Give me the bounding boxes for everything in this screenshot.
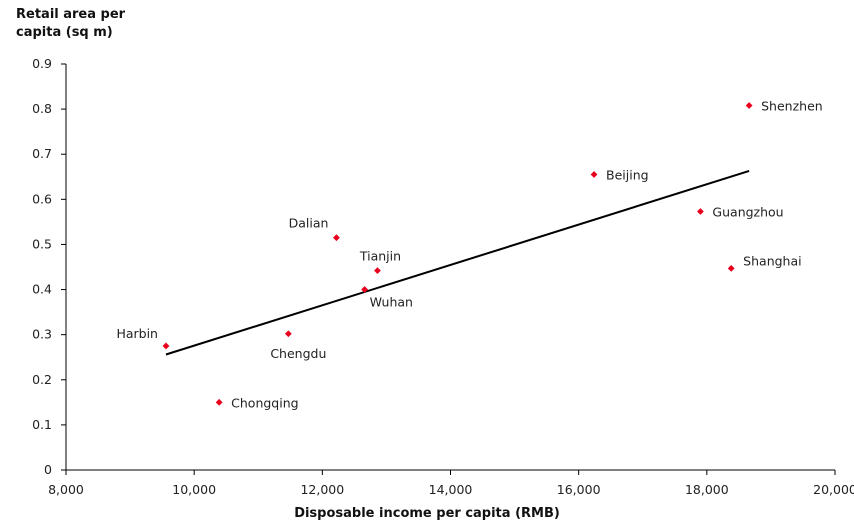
y-tick-label: 0.7 bbox=[32, 146, 52, 161]
x-tick-label: 20,000 bbox=[813, 482, 854, 497]
data-point bbox=[727, 264, 735, 272]
data-point-label: Wuhan bbox=[370, 295, 413, 310]
x-tick-label: 16,000 bbox=[557, 482, 601, 497]
y-tick-label: 0.4 bbox=[32, 282, 52, 297]
y-axis-title-line-2: capita (sq m) bbox=[16, 25, 113, 40]
x-axis-title: Disposable income per capita (RMB) bbox=[294, 506, 560, 521]
y-tick-label: 0.2 bbox=[32, 372, 52, 387]
x-tick-label: 14,000 bbox=[429, 482, 473, 497]
data-point-label: Harbin bbox=[116, 326, 158, 341]
data-point bbox=[745, 102, 753, 109]
data-point-label: Beijing bbox=[606, 168, 649, 183]
trendline bbox=[165, 169, 750, 356]
data-point bbox=[697, 208, 704, 215]
data-point-label: Chengdu bbox=[270, 346, 326, 361]
y-axis-title: Retail area per capita (sq m) bbox=[16, 6, 125, 42]
data-point bbox=[333, 234, 340, 242]
y-axis-title-line-1: Retail area per bbox=[16, 7, 126, 22]
x-tick-label: 18,000 bbox=[685, 482, 729, 497]
data-point-label: Chongqing bbox=[231, 395, 298, 410]
x-tick-label: 12,000 bbox=[300, 482, 344, 497]
data-point-label: Tianjin bbox=[359, 249, 401, 264]
y-tick-label: 0.9 bbox=[32, 56, 52, 71]
x-tick-label: 10,000 bbox=[172, 482, 216, 497]
y-tick-label: 0.8 bbox=[32, 101, 52, 116]
data-point bbox=[361, 286, 369, 293]
y-tick-label: 0.3 bbox=[32, 327, 52, 342]
y-tick-label: 0.1 bbox=[32, 417, 52, 432]
data-point bbox=[374, 267, 381, 275]
data-point-label: Shanghai bbox=[743, 253, 801, 268]
y-tick-label: 0.6 bbox=[32, 191, 52, 206]
data-point-label: Dalian bbox=[289, 216, 329, 231]
y-tick-label: 0.5 bbox=[32, 236, 52, 251]
x-tick-label: 8,000 bbox=[48, 482, 84, 497]
data-point bbox=[162, 342, 170, 350]
data-point bbox=[284, 330, 292, 338]
data-point-label: Shenzhen bbox=[761, 99, 823, 114]
data-point-label: Guangzhou bbox=[712, 205, 783, 220]
data-point bbox=[590, 171, 598, 178]
data-point bbox=[215, 398, 223, 406]
y-tick-label: 0 bbox=[44, 462, 52, 477]
